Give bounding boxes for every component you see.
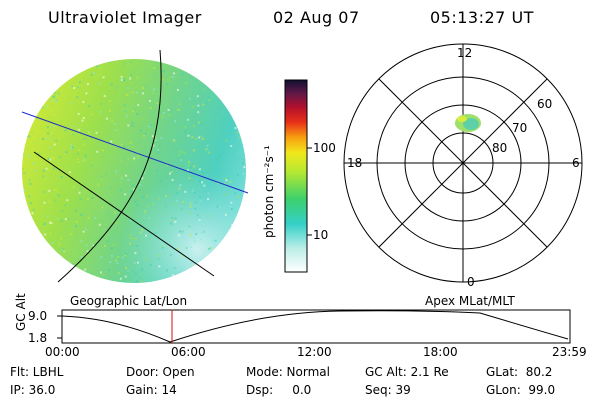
door-value: Door: Open	[126, 365, 195, 379]
uv-image-disk	[21, 49, 249, 283]
geo-grid-line-blue	[21, 111, 249, 194]
geo-panel-label: Geographic Lat/Lon	[70, 294, 188, 308]
altitude-xtick: 06:00	[171, 345, 206, 359]
polar-lat-60: 60	[537, 97, 553, 111]
instrument-title: Ultraviolet Imager	[48, 8, 202, 27]
polar-lat-80: 80	[492, 141, 508, 155]
colorbar-unit-label: photon cm⁻²s⁻¹	[262, 145, 276, 238]
colorbar-tick-100: 100	[313, 141, 336, 155]
glat-value: GLat: 80.2	[486, 365, 553, 379]
gain-value: Gain: 14	[126, 383, 177, 397]
date-label: 02 Aug 07	[273, 8, 360, 27]
mode-value: Mode: Normal	[246, 365, 330, 379]
altitude-xtick: 23:59	[552, 345, 587, 359]
geo-grid-line	[33, 151, 215, 277]
altitude-curve	[61, 310, 569, 343]
glon-value: GLon: 99.0	[486, 383, 556, 397]
polar-label-0: 0	[467, 275, 475, 289]
colorbar-tick-10: 10	[313, 228, 329, 242]
altitude-plot	[57, 309, 571, 344]
altitude-ytick-top: 9.0	[28, 309, 48, 323]
ip-value: IP: 36.0	[10, 383, 56, 397]
polar-panel-label: Apex MLat/MLT	[425, 294, 515, 308]
altitude-xtick: 00:00	[45, 345, 80, 359]
gcalt-value: GC Alt: 2.1 Re	[365, 365, 449, 379]
dsp-value: Dsp: 0.0	[246, 383, 312, 397]
seq-value: Seq: 39	[365, 383, 411, 397]
polar-label-6: 6	[572, 156, 580, 170]
altitude-xtick: 18:00	[423, 345, 458, 359]
altitude-ylabel: GC Alt	[14, 293, 28, 331]
polar-label-18: 18	[347, 156, 363, 170]
time-label: 05:13:27 UT	[430, 8, 534, 27]
altitude-ytick-bottom: 1.8	[28, 331, 48, 345]
colorbar	[284, 79, 312, 273]
altitude-xtick: 12:00	[297, 345, 332, 359]
geo-meridian-line	[57, 49, 162, 283]
polar-label-12: 12	[457, 46, 473, 60]
flt-value: Flt: LBHL	[10, 365, 64, 379]
polar-plot	[343, 43, 583, 283]
polar-lat-70: 70	[512, 121, 528, 135]
